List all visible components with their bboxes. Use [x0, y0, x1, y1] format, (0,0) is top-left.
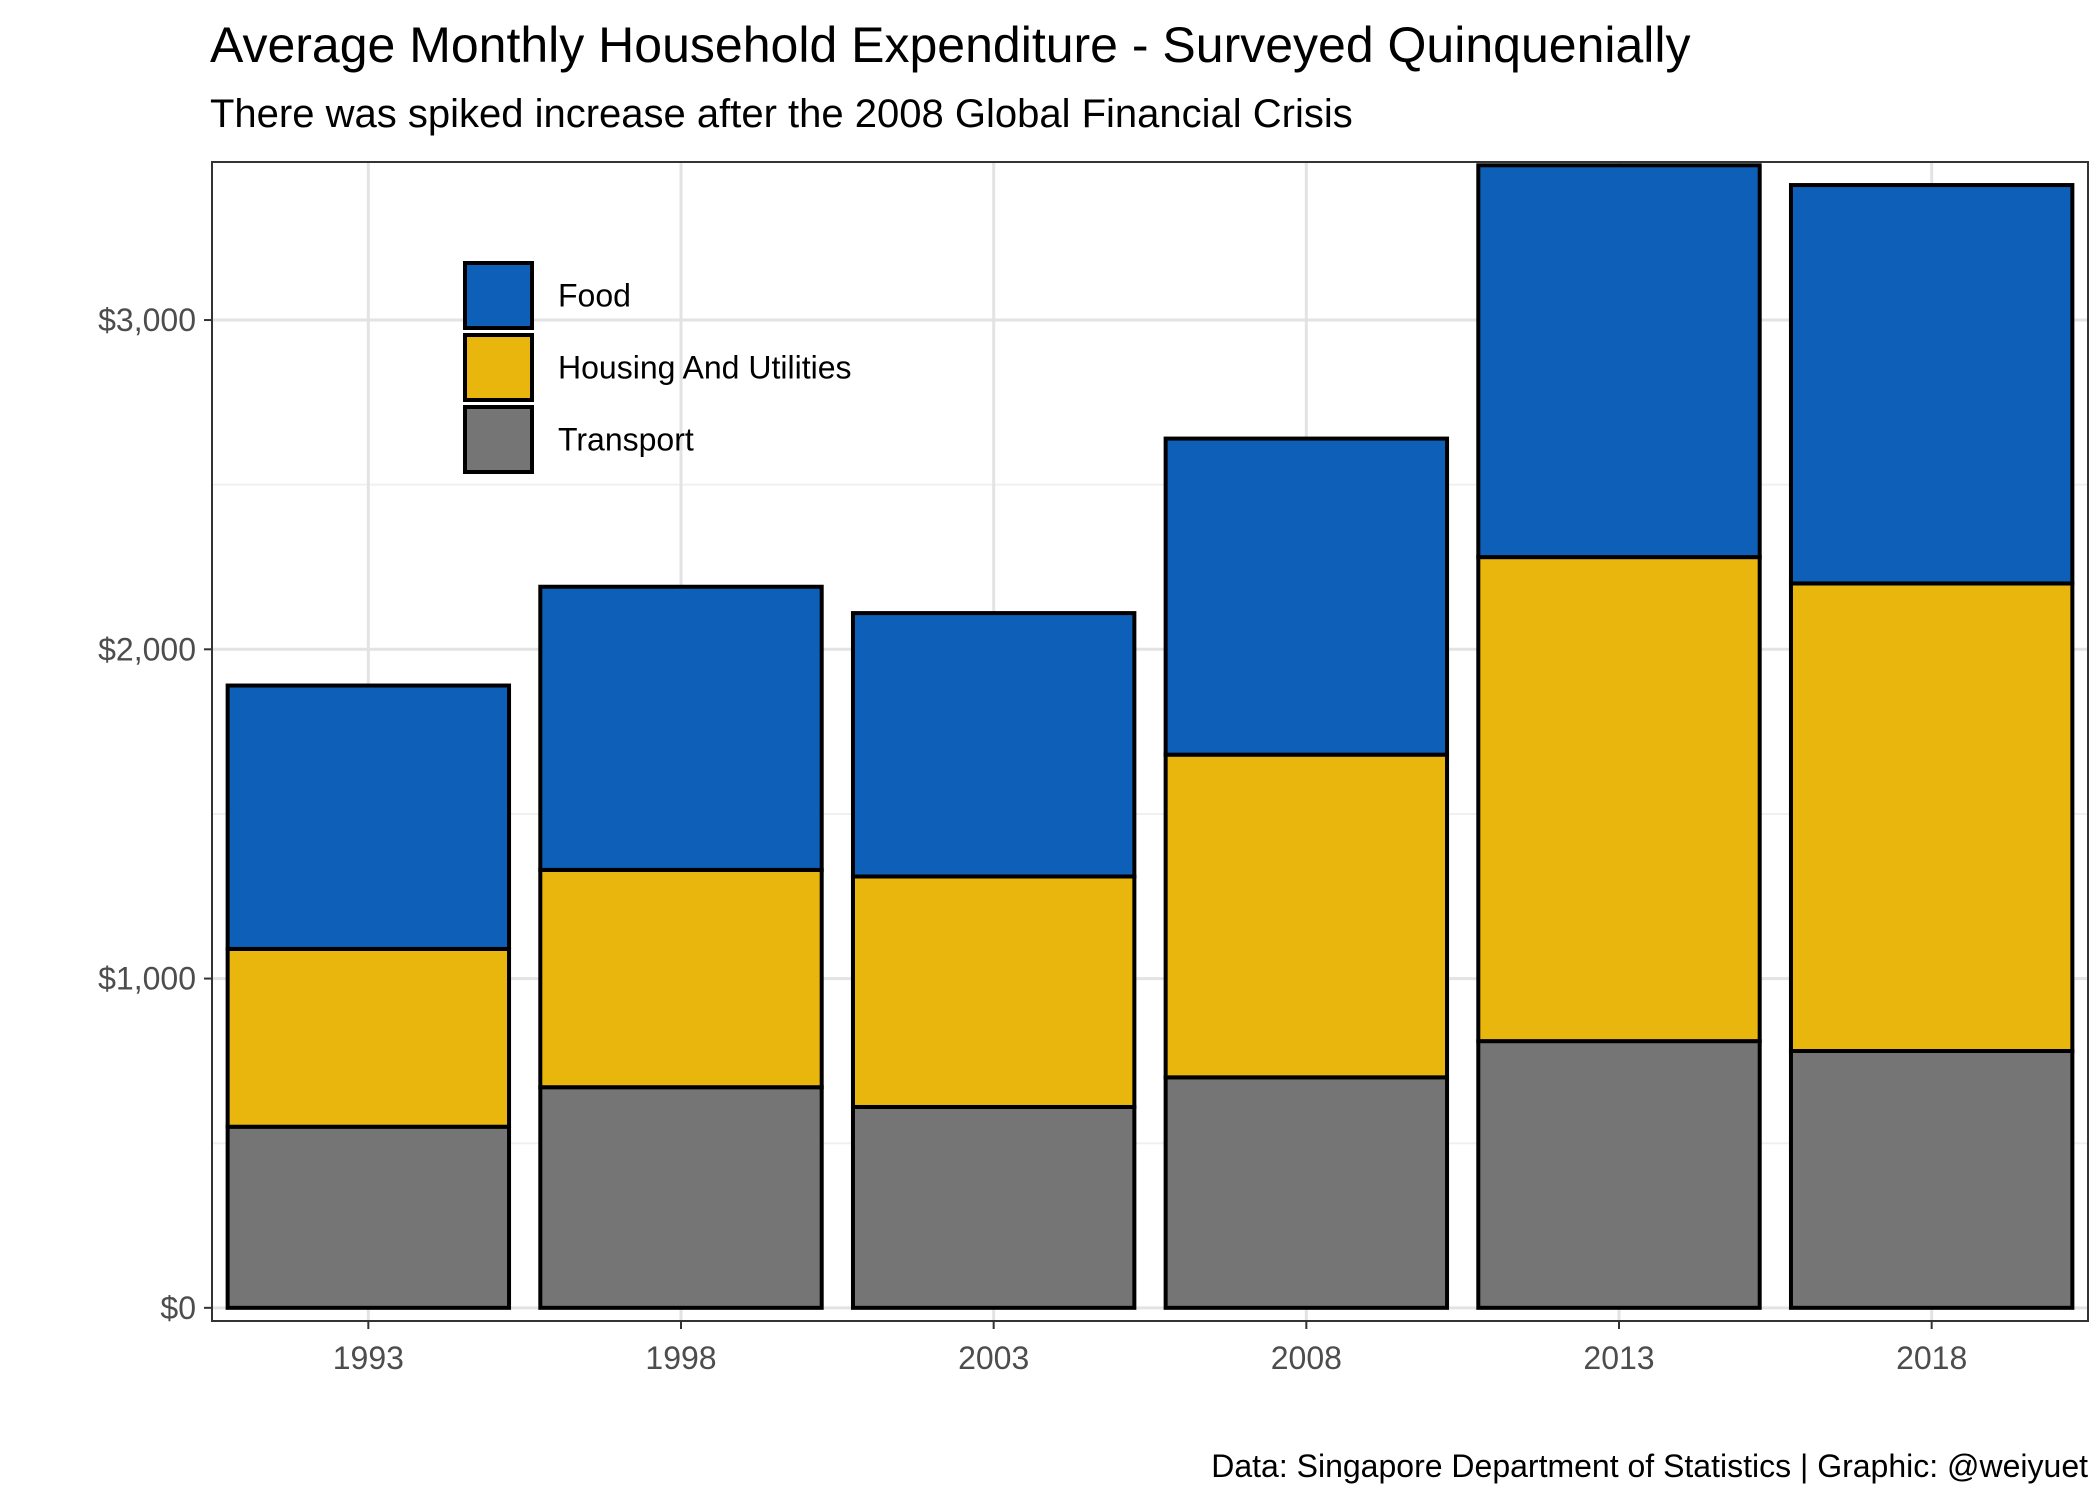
legend-key-transport — [463, 405, 534, 474]
bar-transport-2008 — [1163, 1075, 1450, 1310]
chart-caption: Data: Singapore Department of Statistics… — [1211, 1448, 2088, 1484]
plot-area: $0 $1,000 $2,000 $3,000 1993 1998 2003 2008 2013… — [98, 161, 2089, 1376]
bar-food-2018 — [1788, 183, 2075, 586]
bar-food-2003 — [850, 611, 1137, 879]
bar-food-2013 — [1476, 163, 1762, 560]
bar-transport-2003 — [850, 1104, 1137, 1310]
bar-transport-1998 — [538, 1085, 824, 1310]
bar-food-2008 — [1163, 436, 1450, 757]
x-tick-label: 2008 — [1271, 1340, 1342, 1376]
legend-label-transport: Transport — [558, 422, 694, 458]
chart-title: Average Monthly Household Expenditure - … — [210, 17, 1691, 73]
plot-border — [211, 161, 2089, 1322]
legend-label-housing-and-utilities: Housing And Utilities — [558, 350, 851, 386]
legend-label-food: Food — [558, 278, 631, 314]
bar-transport-2018 — [1788, 1049, 2075, 1310]
x-tick-label: 1993 — [333, 1340, 404, 1376]
legend: Food Housing And Utilities Transport — [463, 261, 851, 474]
bar-housing-and-utilities-2013 — [1476, 555, 1762, 1044]
bar-transport-1993 — [225, 1124, 512, 1310]
x-tick-label: 2013 — [1583, 1340, 1654, 1376]
bar-housing-and-utilities-1998 — [538, 867, 824, 1090]
bar-food-1993 — [225, 683, 512, 951]
y-tick-label: $1,000 — [98, 961, 196, 997]
legend-key-housing-and-utilities — [463, 333, 534, 402]
bar-housing-and-utilities-2018 — [1788, 581, 2075, 1054]
bar-transport-2013 — [1476, 1039, 1762, 1310]
chart-subtitle: There was spiked increase after the 2008… — [210, 92, 1353, 136]
x-tick-label: 2018 — [1896, 1340, 1967, 1376]
legend-key-food — [463, 261, 534, 330]
y-tick-label: $3,000 — [98, 302, 196, 338]
bar-housing-and-utilities-2008 — [1163, 752, 1450, 1080]
y-tick-label: $0 — [160, 1290, 196, 1326]
y-tick-label: $2,000 — [98, 631, 196, 667]
bar-food-1998 — [538, 584, 824, 872]
bar-housing-and-utilities-1993 — [225, 946, 512, 1129]
x-tick-label: 1998 — [645, 1340, 716, 1376]
bar-housing-and-utilities-2003 — [850, 874, 1137, 1109]
x-tick-label: 2003 — [958, 1340, 1029, 1376]
